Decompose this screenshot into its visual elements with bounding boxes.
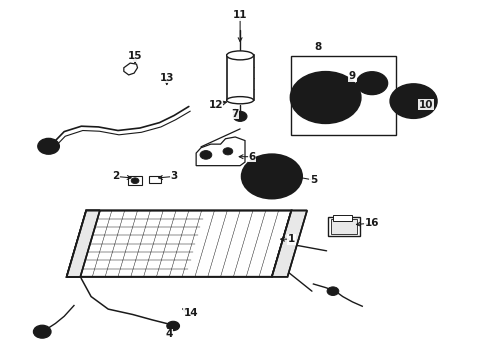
Bar xyxy=(227,55,253,100)
Ellipse shape xyxy=(227,51,253,60)
Circle shape xyxy=(33,325,51,338)
Bar xyxy=(149,176,161,183)
Circle shape xyxy=(43,142,54,150)
Circle shape xyxy=(242,154,302,199)
Text: 13: 13 xyxy=(160,73,174,83)
Bar xyxy=(328,217,360,235)
Bar xyxy=(333,215,352,221)
Text: 9: 9 xyxy=(349,71,356,81)
Circle shape xyxy=(410,99,417,104)
Text: 5: 5 xyxy=(310,175,317,185)
Polygon shape xyxy=(67,211,100,277)
Polygon shape xyxy=(196,137,245,166)
Bar xyxy=(128,176,143,185)
Text: 16: 16 xyxy=(365,218,379,228)
Bar xyxy=(292,56,396,135)
Polygon shape xyxy=(272,211,307,277)
Circle shape xyxy=(291,72,361,123)
Text: 8: 8 xyxy=(315,42,322,52)
Text: 11: 11 xyxy=(233,10,247,20)
Text: 4: 4 xyxy=(166,329,173,339)
Ellipse shape xyxy=(227,96,253,104)
Circle shape xyxy=(233,111,247,121)
Circle shape xyxy=(131,178,139,184)
Polygon shape xyxy=(124,63,138,75)
Text: 7: 7 xyxy=(232,109,239,119)
Circle shape xyxy=(312,87,339,108)
Text: 15: 15 xyxy=(128,51,142,61)
Text: 6: 6 xyxy=(249,152,256,162)
Text: 12: 12 xyxy=(208,100,223,110)
Circle shape xyxy=(167,321,179,330)
Text: 1: 1 xyxy=(288,234,295,244)
Circle shape xyxy=(356,72,388,95)
Circle shape xyxy=(38,328,47,335)
Circle shape xyxy=(200,150,212,159)
Text: 14: 14 xyxy=(184,308,198,318)
Bar xyxy=(331,219,357,234)
Circle shape xyxy=(390,84,437,118)
Circle shape xyxy=(223,148,233,155)
Circle shape xyxy=(327,287,339,296)
Circle shape xyxy=(267,173,277,180)
Text: 10: 10 xyxy=(418,100,433,110)
Circle shape xyxy=(319,93,332,103)
Circle shape xyxy=(38,138,59,154)
Text: 3: 3 xyxy=(171,171,178,181)
Polygon shape xyxy=(67,211,292,277)
Circle shape xyxy=(261,168,283,184)
Circle shape xyxy=(368,80,376,86)
Text: 2: 2 xyxy=(112,171,119,181)
Circle shape xyxy=(406,95,421,107)
